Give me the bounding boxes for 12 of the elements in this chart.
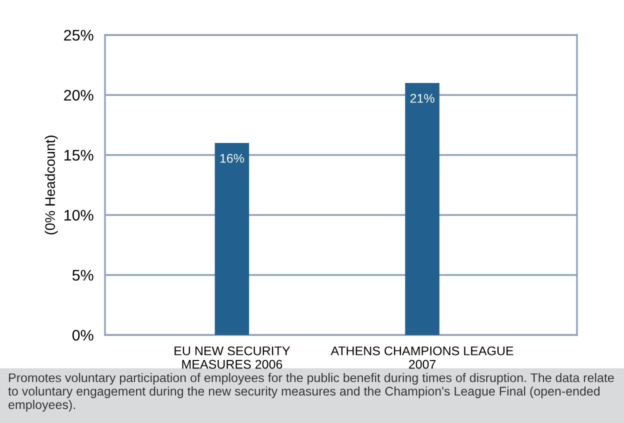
data-label: 21%	[410, 94, 434, 103]
y-tick-label: 10%	[64, 210, 94, 221]
data-label: 16%	[220, 154, 244, 163]
x-tick-label: EU NEW SECURITY MEASURES 2006	[174, 346, 290, 369]
y-tick-label: 5%	[72, 270, 94, 281]
y-tick-label: 20%	[64, 90, 94, 101]
y-tick-label: 15%	[64, 150, 94, 161]
y-axis-title: (0% Headcount)	[44, 136, 58, 234]
y-tick-label: 25%	[64, 30, 94, 41]
x-tick-label: ATHENS CHAMPIONS LEAGUE 2007	[330, 346, 514, 369]
text: Promotes voluntary participation of employees for the public benefit during times of disruption. The data relate to voluntary engagement during the new security measures and the Champion's League Final (open-ended employees).	[8, 373, 614, 412]
y-tick-label: 0%	[72, 330, 94, 341]
